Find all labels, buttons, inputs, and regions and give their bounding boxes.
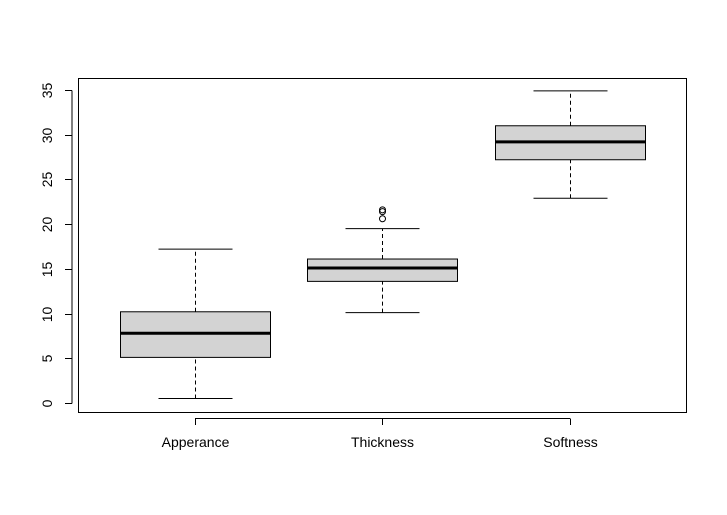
outlier-point [379,208,386,216]
x-tick-label: Softness [543,434,597,450]
y-tick-label: 15 [39,262,55,278]
outlier-point [379,215,386,223]
y-tick-label: 30 [39,128,55,144]
x-tick-label: Thickness [351,434,414,450]
y-tick-label: 0 [39,399,55,407]
box-softness [495,90,646,199]
x-tick-label: Apperance [162,434,230,450]
y-tick-label: 20 [39,217,55,233]
x-axis: Apperance Thickness Softness [162,418,598,450]
y-tick-label: 10 [39,307,55,323]
y-tick-label: 5 [39,354,55,362]
boxes [120,90,646,400]
plot-frame [78,78,687,413]
y-tick-label: 25 [39,172,55,188]
y-tick-label: 35 [39,83,55,99]
iqr-box [307,258,458,282]
y-axis: 0 5 10 15 20 25 30 35 [39,83,73,407]
box-thickness [307,206,458,314]
box-apperance [120,248,271,400]
